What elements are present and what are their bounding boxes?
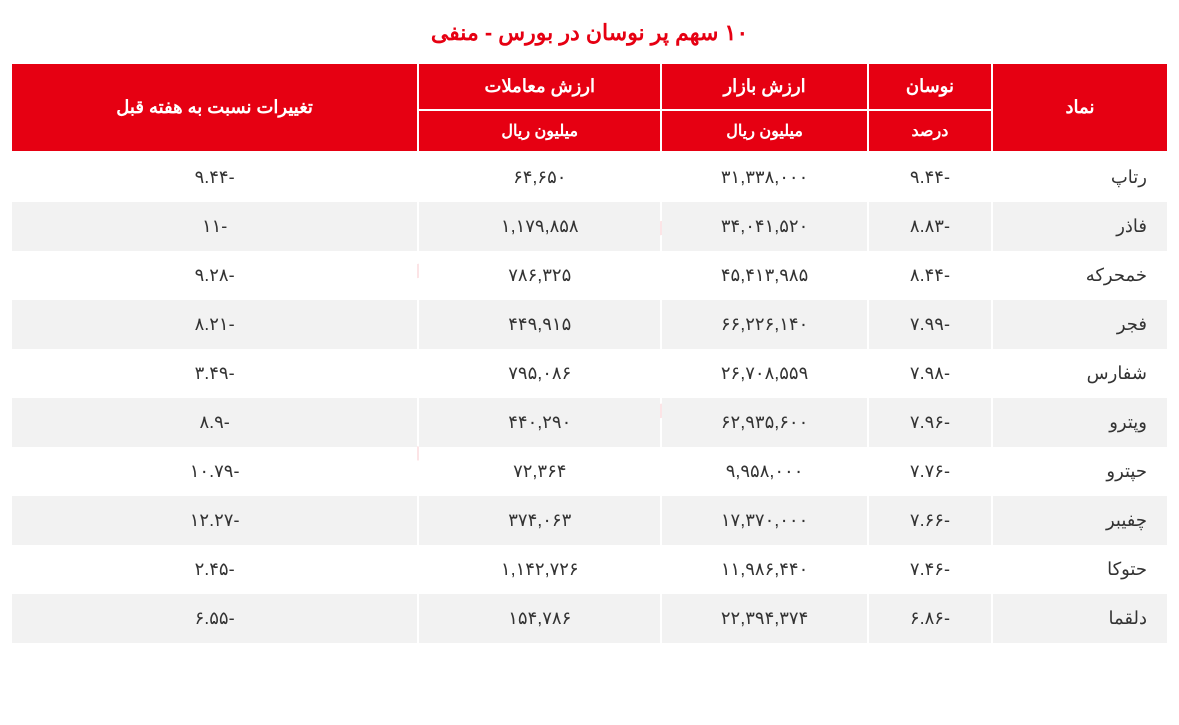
cell-symbol: فاذر [993,202,1167,251]
cell-fluctuation: -۹.۴۴ [869,153,991,202]
table-row: شفارس-۷.۹۸۲۶,۷۰۸,۵۵۹۷۹۵,۰۸۶-۳.۴۹ [12,349,1167,398]
cell-market_value: ۲۶,۷۰۸,۵۵۹ [662,349,867,398]
cell-market_value: ۳۴,۰۴۱,۵۲۰ [662,202,867,251]
cell-week_change: -۳.۴۹ [12,349,417,398]
table-row: وپترو-۷.۹۶۶۲,۹۳۵,۶۰۰۴۴۰,۲۹۰-۸.۹ [12,398,1167,447]
cell-trade_value: ۷۲,۳۶۴ [419,447,660,496]
cell-fluctuation: -۷.۹۶ [869,398,991,447]
table-body: رتاپ-۹.۴۴۳۱,۳۳۸,۰۰۰۶۴,۶۵۰-۹.۴۴فاذر-۸.۸۳۳… [12,153,1167,643]
cell-symbol: حپترو [993,447,1167,496]
cell-trade_value: ۳۷۴,۰۶۳ [419,496,660,545]
cell-fluctuation: -۸.۴۴ [869,251,991,300]
cell-trade_value: ۴۴۰,۲۹۰ [419,398,660,447]
cell-fluctuation: -۶.۸۶ [869,594,991,643]
cell-market_value: ۱۱,۹۸۶,۴۴۰ [662,545,867,594]
cell-fluctuation: -۷.۶۶ [869,496,991,545]
cell-market_value: ۱۷,۳۷۰,۰۰۰ [662,496,867,545]
table-title: ۱۰ سهم پر نوسان در بورس - منفی [10,20,1169,46]
cell-symbol: فجر [993,300,1167,349]
cell-market_value: ۲۲,۳۹۴,۳۷۴ [662,594,867,643]
cell-symbol: دلقما [993,594,1167,643]
cell-symbol: وپترو [993,398,1167,447]
cell-symbol: چفیبر [993,496,1167,545]
table-row: رتاپ-۹.۴۴۳۱,۳۳۸,۰۰۰۶۴,۶۵۰-۹.۴۴ [12,153,1167,202]
cell-market_value: ۹,۹۵۸,۰۰۰ [662,447,867,496]
table-row: فجر-۷.۹۹۶۶,۲۲۶,۱۴۰۴۴۹,۹۱۵-۸.۲۱ [12,300,1167,349]
cell-week_change: -۱۰.۷۹ [12,447,417,496]
cell-fluctuation: -۷.۹۸ [869,349,991,398]
cell-trade_value: ۱,۱۷۹,۸۵۸ [419,202,660,251]
cell-trade_value: ۶۴,۶۵۰ [419,153,660,202]
cell-week_change: -۸.۹ [12,398,417,447]
cell-market_value: ۶۶,۲۲۶,۱۴۰ [662,300,867,349]
table-head: نماد نوسان ارزش بازار ارزش معاملات تغییر… [12,64,1167,153]
table-row: فاذر-۸.۸۳۳۴,۰۴۱,۵۲۰۱,۱۷۹,۸۵۸-۱۱ [12,202,1167,251]
col-trade-value-header: ارزش معاملات [419,64,660,111]
cell-symbol: خمحرکه [993,251,1167,300]
table-wrap: نماد نوسان ارزش بازار ارزش معاملات تغییر… [10,64,1169,643]
col-market-value-sub: میلیون ریال [662,111,867,153]
table-row: خمحرکه-۸.۴۴۴۵,۴۱۳,۹۸۵۷۸۶,۳۲۵-۹.۲۸ [12,251,1167,300]
cell-trade_value: ۱,۱۴۲,۷۲۶ [419,545,660,594]
table-container: ۱۰ سهم پر نوسان در بورس - منفی نماد نوسا… [10,20,1169,643]
cell-market_value: ۳۱,۳۳۸,۰۰۰ [662,153,867,202]
col-fluctuation-sub: درصد [869,111,991,153]
table-row: حتوکا-۷.۴۶۱۱,۹۸۶,۴۴۰۱,۱۴۲,۷۲۶-۲.۴۵ [12,545,1167,594]
cell-week_change: -۹.۴۴ [12,153,417,202]
col-trade-value-sub: میلیون ریال [419,111,660,153]
col-week-change-header: تغییرات نسبت به هفته قبل [12,64,417,153]
cell-market_value: ۴۵,۴۱۳,۹۸۵ [662,251,867,300]
cell-symbol: رتاپ [993,153,1167,202]
col-market-value-header: ارزش بازار [662,64,867,111]
cell-week_change: -۱۲.۲۷ [12,496,417,545]
cell-fluctuation: -۷.۷۶ [869,447,991,496]
cell-market_value: ۶۲,۹۳۵,۶۰۰ [662,398,867,447]
cell-trade_value: ۱۵۴,۷۸۶ [419,594,660,643]
table-row: دلقما-۶.۸۶۲۲,۳۹۴,۳۷۴۱۵۴,۷۸۶-۶.۵۵ [12,594,1167,643]
cell-trade_value: ۷۸۶,۳۲۵ [419,251,660,300]
cell-fluctuation: -۷.۹۹ [869,300,991,349]
cell-week_change: -۶.۵۵ [12,594,417,643]
header-row-1: نماد نوسان ارزش بازار ارزش معاملات تغییر… [12,64,1167,111]
cell-week_change: -۸.۲۱ [12,300,417,349]
cell-week_change: -۱۱ [12,202,417,251]
stocks-table: نماد نوسان ارزش بازار ارزش معاملات تغییر… [10,64,1169,643]
col-symbol-header: نماد [993,64,1167,153]
cell-trade_value: ۷۹۵,۰۸۶ [419,349,660,398]
cell-symbol: شفارس [993,349,1167,398]
cell-week_change: -۹.۲۸ [12,251,417,300]
cell-symbol: حتوکا [993,545,1167,594]
cell-fluctuation: -۷.۴۶ [869,545,991,594]
cell-fluctuation: -۸.۸۳ [869,202,991,251]
table-row: چفیبر-۷.۶۶۱۷,۳۷۰,۰۰۰۳۷۴,۰۶۳-۱۲.۲۷ [12,496,1167,545]
col-fluctuation-header: نوسان [869,64,991,111]
cell-week_change: -۲.۴۵ [12,545,417,594]
table-row: حپترو-۷.۷۶۹,۹۵۸,۰۰۰۷۲,۳۶۴-۱۰.۷۹ [12,447,1167,496]
cell-trade_value: ۴۴۹,۹۱۵ [419,300,660,349]
